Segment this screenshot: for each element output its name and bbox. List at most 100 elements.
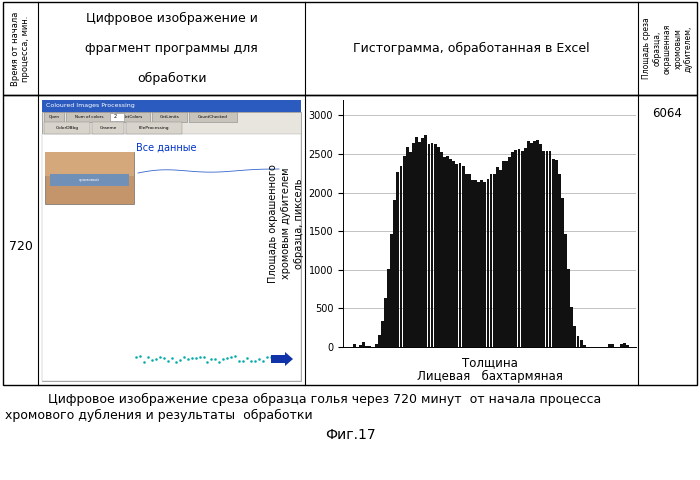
Text: GetLimits: GetLimits xyxy=(160,115,179,119)
Point xyxy=(178,353,189,361)
Text: Фиг.17: Фиг.17 xyxy=(325,428,375,442)
Bar xyxy=(44,122,90,134)
Bar xyxy=(42,134,301,381)
Y-axis label: Площадь окрашенного
хромовым дубителем
образца, пиксель: Площадь окрашенного хромовым дубителем о… xyxy=(268,164,304,283)
Bar xyxy=(409,152,412,347)
Point xyxy=(237,357,248,364)
Bar xyxy=(418,142,421,347)
Bar xyxy=(623,343,626,347)
FancyArrow shape xyxy=(271,352,293,366)
Text: Лицевая   бахтармяная: Лицевая бахтармяная xyxy=(416,370,562,383)
Point xyxy=(130,353,141,361)
Point xyxy=(170,358,181,365)
Bar xyxy=(390,234,393,347)
Bar xyxy=(567,269,570,347)
Bar xyxy=(66,112,112,122)
Point xyxy=(261,353,272,361)
Bar xyxy=(452,161,455,347)
Text: хромового дубления и результаты  обработки: хромового дубления и результаты обработк… xyxy=(5,408,313,421)
Bar xyxy=(484,181,486,347)
Bar xyxy=(608,345,610,347)
Bar xyxy=(92,122,124,134)
Bar xyxy=(430,143,433,347)
Bar xyxy=(499,170,502,347)
Text: Толщина: Толщина xyxy=(461,357,517,370)
Text: Время от начала
процесса, мин.: Время от начала процесса, мин. xyxy=(10,12,30,86)
Bar xyxy=(384,298,387,347)
Point xyxy=(214,358,225,365)
Bar xyxy=(443,156,446,347)
Bar xyxy=(45,152,134,204)
Bar xyxy=(374,344,377,347)
Point xyxy=(218,355,229,362)
Point xyxy=(210,355,221,363)
Text: 720: 720 xyxy=(8,240,32,253)
Bar xyxy=(474,180,477,347)
Text: Цифровое изображение среза образца голья через 720 минут  от начала процесса: Цифровое изображение среза образца голья… xyxy=(48,393,601,406)
Bar xyxy=(415,137,418,347)
Bar xyxy=(381,321,384,347)
Bar xyxy=(552,159,554,347)
Point xyxy=(174,356,186,364)
Bar xyxy=(42,112,301,381)
Bar xyxy=(428,144,430,347)
Bar xyxy=(434,144,437,347)
Text: 2: 2 xyxy=(114,115,117,120)
Point xyxy=(230,352,241,360)
Point xyxy=(241,354,253,362)
Bar xyxy=(359,345,362,347)
Bar xyxy=(396,172,399,347)
Text: Open: Open xyxy=(48,115,60,119)
Bar xyxy=(514,150,517,347)
Point xyxy=(162,357,174,365)
Text: GetColors: GetColors xyxy=(122,115,143,119)
Point xyxy=(190,354,201,361)
Text: Цифровое изображение и

фрагмент программы для

обработки: Цифровое изображение и фрагмент программ… xyxy=(85,12,258,85)
Bar xyxy=(530,143,533,347)
Bar xyxy=(508,157,511,347)
Point xyxy=(154,353,165,361)
Bar xyxy=(477,182,480,347)
Bar xyxy=(421,138,424,347)
Point xyxy=(139,358,150,366)
Bar xyxy=(564,234,567,347)
Point xyxy=(198,354,209,361)
Bar xyxy=(542,151,545,347)
Bar xyxy=(437,147,440,347)
Text: хромовый: хромовый xyxy=(79,178,100,182)
Bar xyxy=(573,326,576,347)
Bar xyxy=(353,344,356,347)
Point xyxy=(202,358,213,366)
Text: Площадь среза
образца,
окрашенная
хромовым
дубителем,: Площадь среза образца, окрашенная хромов… xyxy=(642,18,693,79)
Bar xyxy=(577,336,580,347)
Bar xyxy=(533,141,536,347)
Bar xyxy=(44,112,64,122)
Bar xyxy=(458,163,461,347)
Bar xyxy=(539,144,542,347)
Text: Гистограмма, обработанная в Excel: Гистограмма, обработанная в Excel xyxy=(354,42,590,55)
Bar xyxy=(583,345,586,347)
Bar xyxy=(517,149,520,347)
Point xyxy=(265,353,276,360)
Bar xyxy=(424,135,427,347)
Bar xyxy=(126,122,182,134)
Bar xyxy=(480,180,483,347)
Bar xyxy=(378,335,381,347)
Bar xyxy=(610,344,614,347)
Point xyxy=(166,354,177,362)
Point xyxy=(249,357,260,364)
Bar xyxy=(115,112,150,122)
Bar xyxy=(42,100,301,112)
Bar xyxy=(465,174,468,347)
Bar xyxy=(365,346,368,347)
Point xyxy=(258,357,269,365)
Bar xyxy=(626,346,629,347)
Bar xyxy=(387,269,390,347)
Bar xyxy=(580,340,582,347)
Bar xyxy=(368,346,372,347)
Text: CountChecked: CountChecked xyxy=(198,115,228,119)
Bar xyxy=(489,174,493,347)
Point xyxy=(186,355,197,362)
Bar xyxy=(570,307,573,347)
Point xyxy=(206,356,217,363)
